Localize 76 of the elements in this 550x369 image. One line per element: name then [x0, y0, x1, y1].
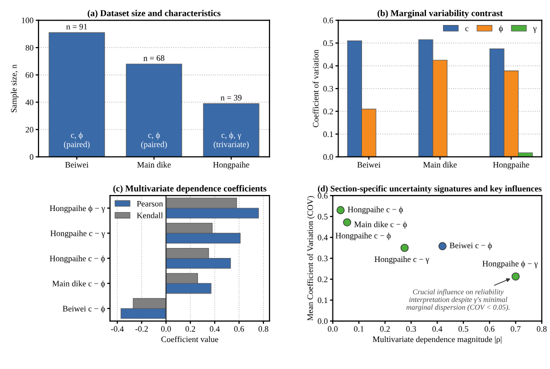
- chart-title: (d) Section-specific uncertainty signatures and key influences: [318, 185, 542, 194]
- y-tick-label: 0.5: [323, 40, 334, 46]
- x-tick-label: 0.2: [185, 326, 196, 332]
- x-tick-label: 0.5: [458, 326, 468, 332]
- annotation: c, ϕ (paired): [64, 132, 90, 149]
- y-tick-label: 60: [26, 72, 34, 78]
- y-tick-label: 40: [25, 100, 34, 106]
- x-tick-label: Hongpaihe: [493, 162, 530, 170]
- x-tick-label: 0.6: [234, 326, 244, 332]
- x-tick-label: 0.8: [258, 326, 268, 332]
- legend-label: Kendall: [136, 212, 163, 218]
- data-label: n = 39: [220, 94, 242, 100]
- data-label: n = 91: [66, 24, 87, 30]
- chart-title: (b) Marginal variability contrast: [378, 10, 503, 18]
- x-tick-label: 0.4: [432, 326, 442, 332]
- x-axis-title: Coefficient value: [161, 336, 218, 342]
- y-tick-label: 0.2: [323, 108, 333, 114]
- bar: [126, 64, 182, 157]
- legend-label: γ: [533, 27, 537, 33]
- annotation: Hongpaihe c − ϕ: [348, 206, 403, 214]
- y-tick-label: 0.1: [318, 297, 328, 304]
- y-tick-label: 0.3: [318, 256, 328, 262]
- x-tick-label: 0.0: [328, 326, 338, 332]
- x-tick-label: 0.7: [510, 326, 521, 332]
- annotation: Hongpaihe ϕ − γ: [482, 260, 538, 268]
- y-tick-label: 0.4: [323, 63, 334, 69]
- y-tick-label: 0.0: [318, 318, 328, 324]
- y-tick-label: Hongpaihe ϕ − γ: [50, 205, 105, 213]
- y-axis-title: Mean Coefficient of Variation (COV): [307, 196, 315, 321]
- y-tick-label: 0.4: [318, 234, 328, 240]
- y-tick-label: 20: [26, 126, 34, 132]
- y-tick-label: 0.5: [318, 214, 328, 220]
- legend-label: Pearson: [136, 200, 163, 206]
- y-tick-label: 0.0: [323, 154, 334, 160]
- y-axis-title: Coefficient of variation: [312, 50, 318, 128]
- x-tick-label: 0.1: [354, 326, 364, 332]
- x-tick-label: Main dike: [137, 162, 171, 168]
- y-tick-label: Main dike c − ϕ: [52, 280, 105, 288]
- y-tick-label: 0.3: [323, 86, 334, 92]
- y-tick-label: 80: [26, 44, 34, 51]
- y-tick-label: Beiwei c − ϕ: [62, 306, 105, 314]
- x-tick-label: 0.4: [210, 326, 220, 332]
- x-tick-label: 0.8: [536, 326, 547, 332]
- annotation: Main dike c − ϕ: [354, 221, 407, 229]
- y-tick-label: 0.2: [318, 276, 328, 282]
- chart-title: (a) Dataset size and characteristics: [88, 10, 220, 18]
- legend-label: c: [465, 27, 468, 32]
- x-tick-label: 0.0: [161, 326, 171, 332]
- x-tick-label: Beiwei: [65, 162, 88, 168]
- x-tick-label: Hongpaihe: [213, 162, 250, 170]
- y-tick-label: 0.6: [323, 18, 334, 24]
- bar: [48, 32, 105, 157]
- x-tick-label: -0.4: [111, 326, 124, 332]
- y-tick-label: 0.6: [318, 192, 328, 199]
- annotation: Beiwei c − ϕ: [450, 242, 492, 250]
- annotation: Hongpaihe c − γ: [374, 256, 430, 264]
- x-tick-label: Main dike: [423, 162, 457, 168]
- x-tick-label: 0.3: [406, 326, 416, 332]
- data-label: n = 68: [144, 55, 164, 61]
- y-tick-label: 0: [30, 154, 34, 160]
- y-tick-label: Hongpaihe c − ϕ: [50, 255, 105, 263]
- x-tick-label: 0.6: [484, 326, 494, 332]
- x-tick-label: -0.2: [135, 326, 148, 332]
- bar: [203, 103, 260, 157]
- x-tick-label: Beiwei: [357, 162, 380, 168]
- y-tick-label: 0.1: [323, 131, 333, 138]
- x-axis-title: Multivariate dependence magnitude |ρ|: [372, 336, 502, 344]
- y-axis-title: Sample size, n: [10, 64, 18, 112]
- annotation: c, ϕ, γ (trivariate): [214, 132, 249, 149]
- annotation: c, ϕ (paired): [141, 132, 167, 149]
- y-tick-label: 100: [22, 18, 34, 24]
- y-tick-label: Hongpaihe c − γ: [50, 230, 105, 238]
- x-tick-label: 0.2: [380, 326, 390, 332]
- chart-title: (c) Multivariate dependence coefficients: [113, 185, 266, 194]
- annotation: Hongpaihe c − ϕ: [336, 232, 391, 240]
- legend-label: ϕ: [498, 25, 503, 33]
